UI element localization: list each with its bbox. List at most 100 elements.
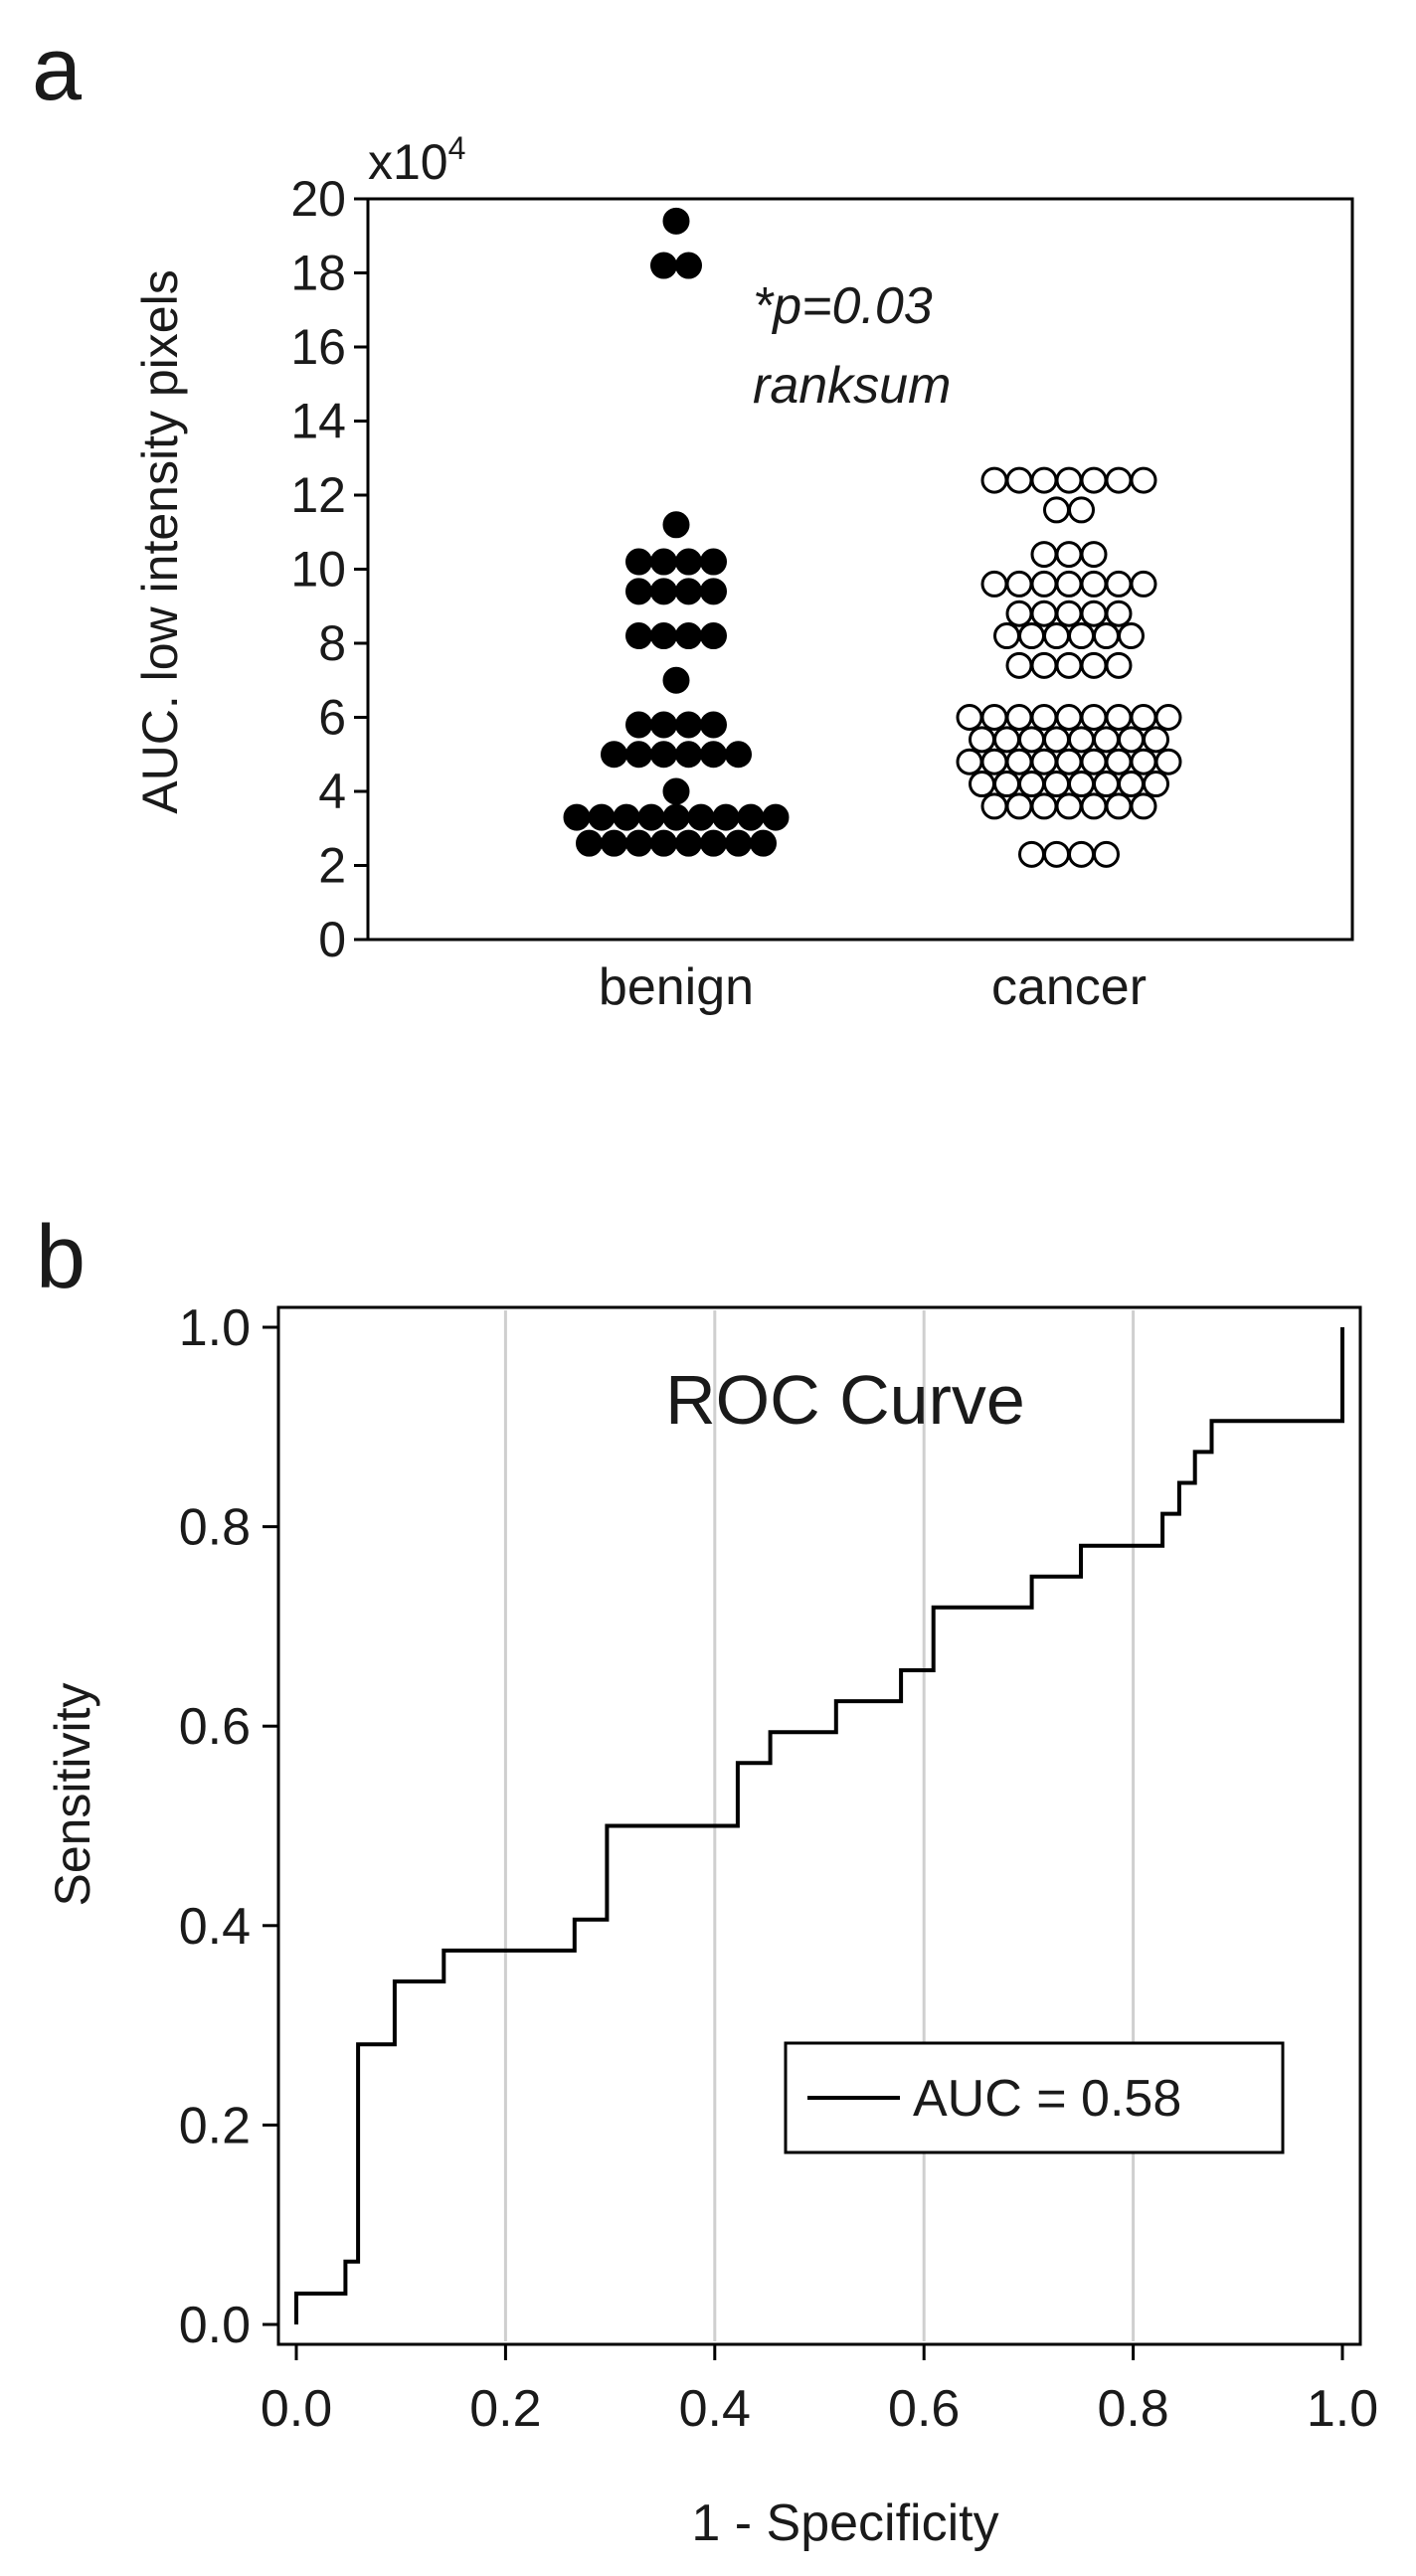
benign-data-point [662,803,690,831]
cancer-data-point [1055,466,1083,494]
panel-a: a x104 AUC. low intensity pixels 0 2 4 6 8 10… [32,20,1354,1016]
benign-data-point [650,578,677,605]
cancer-data-point [1105,466,1133,494]
y-tick-label: 0.8 [179,1499,251,1557]
benign-data-point [700,578,727,605]
cancer-data-point [1018,726,1045,754]
legend-label: AUC = 0.58 [913,2070,1181,2128]
benign-data-point [662,777,690,805]
cancer-data-point [1005,704,1033,731]
cancer-data-point [1093,726,1120,754]
benign-data-point [625,548,652,576]
cancer-data-point [1093,622,1120,650]
benign-data-point [700,741,727,769]
panel-b-legend: AUC = 0.58 [784,2041,1285,2154]
y-tick-label: 16 [290,319,346,375]
cancer-data-point [1080,704,1108,731]
cancer-data-point [1130,570,1157,598]
y-tick-label: 2 [318,838,346,894]
y-tick-label: 18 [290,246,346,301]
cancer-data-point [1043,840,1070,868]
y-tick-label: 0.6 [179,1698,251,1756]
cancer-data-point [980,466,1008,494]
cancer-data-point [956,748,983,775]
cancer-data-point [1055,792,1083,820]
benign-data-point [675,578,702,605]
cancer-data-point [1105,748,1133,775]
panel-b-y-axis-label: Sensitivity [45,1682,100,1906]
benign-data-point [650,548,677,576]
cancer-data-point [1030,600,1058,627]
cancer-data-point [1043,622,1070,650]
cancer-data-point [1154,748,1182,775]
x-tick-label: 0.6 [888,2380,960,2438]
y-tick-label: 10 [290,542,346,598]
cancer-data-point [1080,466,1108,494]
cancer-data-point [969,771,995,798]
cancer-data-point [980,704,1008,731]
cancer-data-point [993,622,1020,650]
benign-data-point [737,803,765,831]
cancer-data-point [1030,651,1058,679]
cancer-data-point [1055,600,1083,627]
y-tick-label: 6 [318,690,346,746]
cancer-data-point [1080,570,1108,598]
x-tick-label: 1.0 [1307,2380,1378,2438]
cancer-data-point [1118,726,1145,754]
cancer-data-point [1105,570,1133,598]
benign-data-point [675,711,702,739]
cancer-data-point [980,570,1008,598]
benign-data-point [725,741,752,769]
cancer-data-point [1005,748,1033,775]
cancer-data-point [1080,651,1108,679]
benign-data-point [675,829,702,857]
panel-a-y-ticks: 0 2 4 6 8 10 12 14 16 18 20 [290,171,368,967]
cancer-data-point [956,704,983,731]
y-multiplier-label: x104 [368,130,465,190]
cancer-data-point [1130,704,1157,731]
cancer-data-point [1130,466,1157,494]
y-tick-label: 0 [318,912,346,967]
p-value-annotation: *p=0.03 [753,277,933,335]
panel-a-dots [563,207,1182,868]
y-tick-label: 1.0 [179,1299,251,1357]
benign-data-point [662,511,690,539]
benign-data-point [650,829,677,857]
cancer-data-point [1093,771,1120,798]
category-label-cancer: cancer [991,958,1147,1016]
y-tick-label: 0.4 [179,1898,251,1956]
cancer-data-point [1143,726,1169,754]
benign-data-point [687,803,715,831]
benign-data-point [725,829,752,857]
benign-data-point [625,829,652,857]
benign-data-point [601,829,627,857]
benign-data-point [700,622,727,650]
cancer-data-point [1043,496,1070,524]
y-tick-label: 4 [318,764,346,819]
cancer-data-point [1118,622,1145,650]
cancer-data-point [1154,704,1182,731]
y-tick-label: 20 [290,171,346,227]
cancer-data-point [1080,748,1108,775]
panel-b-plot-frame [276,1305,1362,2346]
y-tick-label: 0.0 [179,2297,251,2354]
benign-data-point [563,803,591,831]
cancer-data-point [1055,570,1083,598]
y-tick-label: 12 [290,467,346,523]
cancer-data-point [1105,792,1133,820]
benign-data-point [675,741,702,769]
cancer-data-point [1005,570,1033,598]
cancer-data-point [1130,792,1157,820]
cancer-data-point [1030,541,1058,569]
cancer-data-point [1055,748,1083,775]
benign-data-point [650,711,677,739]
cancer-data-point [1030,748,1058,775]
benign-data-point [650,252,677,279]
cancer-data-point [1055,651,1083,679]
cancer-data-point [1080,792,1108,820]
cancer-data-point [1068,622,1095,650]
cancer-data-point [1068,771,1095,798]
cancer-data-point [1005,466,1033,494]
benign-data-point [625,622,652,650]
